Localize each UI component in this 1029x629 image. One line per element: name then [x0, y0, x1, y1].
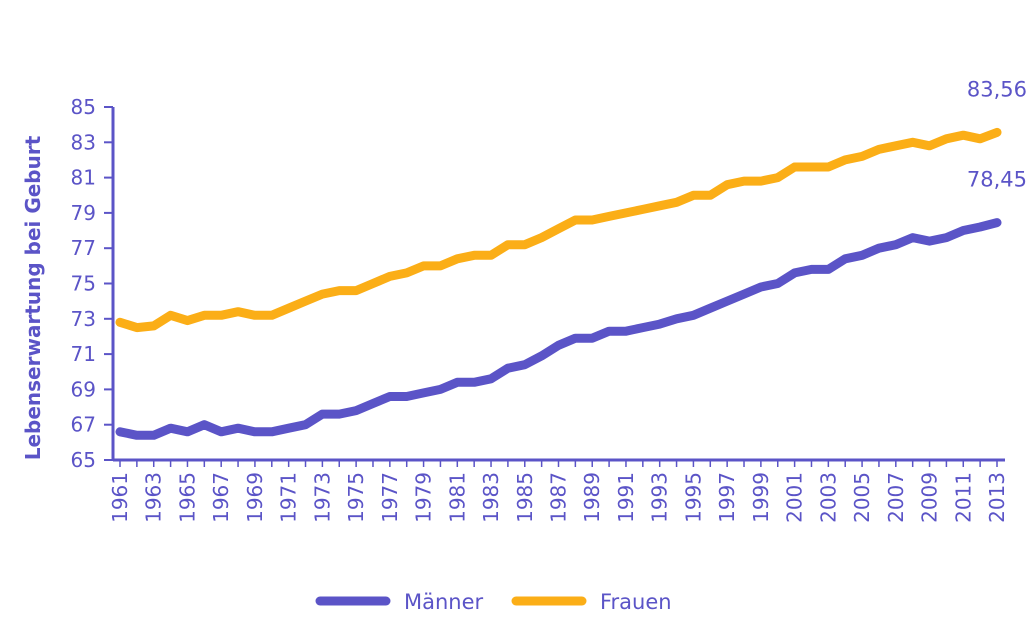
x-tick-label: 1977 [378, 472, 402, 523]
end-labels: 78,45 83,56 [967, 77, 1027, 191]
y-axis-ticks: 65 67 69 71 73 75 77 79 81 83 85 [71, 95, 113, 472]
series-line-frauen [115, 127, 1002, 333]
x-tick-label: 1975 [344, 472, 368, 523]
x-tick-label: 1971 [277, 472, 301, 523]
legend: Männer Frauen [315, 590, 672, 614]
legend-label: Männer [404, 590, 484, 614]
legend-label: Frauen [600, 590, 672, 614]
x-tick-label: 1981 [445, 472, 469, 523]
y-axis-label: Lebenserwartung bei Geburt [21, 135, 45, 460]
y-tick-label: 67 [71, 413, 96, 437]
y-tick-label: 77 [71, 236, 96, 260]
x-tick-label: 1967 [209, 472, 233, 523]
y-tick-label: 71 [71, 342, 96, 366]
end-value-label: 83,56 [967, 77, 1027, 101]
y-tick-label: 81 [71, 166, 96, 190]
x-tick-label: 1995 [681, 472, 705, 523]
x-tick-label: 2013 [985, 472, 1009, 523]
y-tick-label: 69 [71, 377, 96, 401]
y-tick-label: 79 [71, 201, 96, 225]
x-tick-label: 1965 [175, 472, 199, 523]
x-tick-label: 2001 [783, 472, 807, 523]
x-tick-label: 1963 [142, 472, 166, 523]
x-tick-label: 2011 [951, 472, 975, 523]
x-tick-label: 1973 [310, 472, 334, 523]
x-tick-label: 2007 [884, 472, 908, 523]
y-tick-label: 75 [71, 272, 96, 296]
x-tick-label: 1983 [479, 472, 503, 523]
x-tick-label: 1993 [648, 472, 672, 523]
x-tick-label: 1969 [243, 472, 267, 523]
x-tick-label: 2009 [918, 472, 942, 523]
y-tick-label: 83 [71, 130, 96, 154]
y-tick-label: 85 [71, 95, 96, 119]
end-value-label: 78,45 [967, 168, 1027, 192]
x-tick-label: 2003 [816, 472, 840, 523]
series-line-m-nner [115, 218, 1002, 440]
x-tick-label: 1985 [513, 472, 537, 523]
x-tick-label: 1999 [749, 472, 773, 523]
x-tick-label: 1961 [108, 472, 132, 523]
y-tick-label: 73 [71, 307, 96, 331]
x-tick-label: 2005 [850, 472, 874, 523]
y-tick-label: 65 [71, 448, 96, 472]
x-tick-label: 1989 [580, 472, 604, 523]
series-group [115, 127, 1002, 440]
x-tick-label: 1991 [614, 472, 638, 523]
x-axis-ticks: 1961 1963 1965 1967 1969 1971 1973 1975 1977 1979… [108, 460, 1009, 523]
x-tick-label: 1987 [547, 472, 571, 523]
x-tick-label: 1979 [412, 472, 436, 523]
x-tick-label: 1997 [715, 472, 739, 523]
